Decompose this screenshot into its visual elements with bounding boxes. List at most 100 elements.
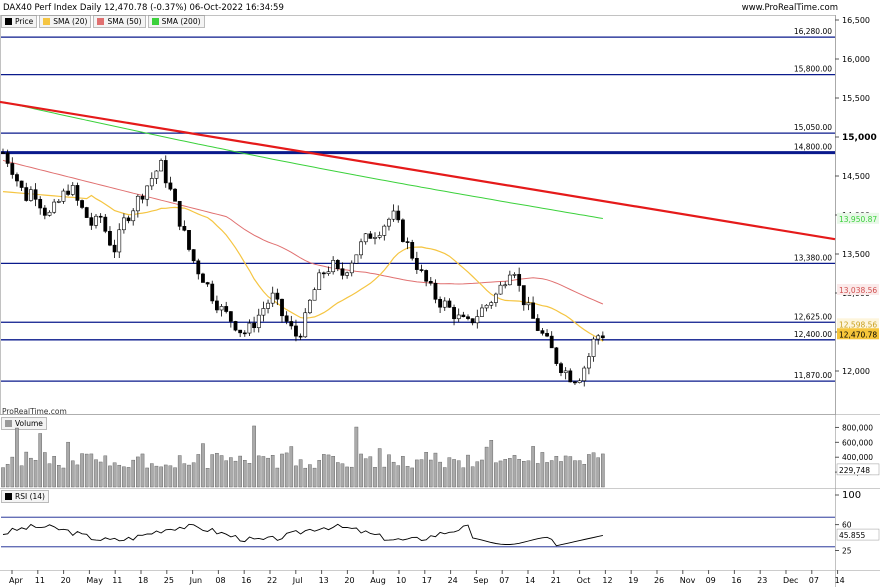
volume-bar (70, 460, 75, 488)
price-tick-label: 12,000 (842, 367, 870, 376)
volume-tag[interactable]: Volume (1, 417, 47, 430)
volume-bar (354, 426, 359, 488)
volume-bar (266, 457, 270, 488)
volume-bar (238, 455, 242, 488)
candle-body (238, 329, 243, 334)
candle-body (103, 216, 108, 232)
sma20-line (2, 191, 604, 342)
candle-body (168, 182, 173, 190)
candle-body (108, 231, 112, 246)
sma20-value-bg (837, 318, 879, 330)
level-label: 12,625.00 (794, 312, 832, 321)
candle-body (224, 306, 229, 312)
candle-body (42, 207, 47, 216)
sma200-value-bg (837, 212, 879, 224)
candle-body (461, 314, 466, 318)
volume-bar (373, 467, 377, 488)
volume-bar (526, 460, 531, 488)
candle-body (438, 298, 443, 308)
candle-body (247, 322, 252, 334)
price-tick-label: 15,500 (842, 94, 870, 103)
volume-bar (303, 467, 308, 488)
volume-bar (396, 465, 401, 488)
volume-bar (456, 460, 461, 488)
candle-body (187, 230, 191, 250)
x-tick-label: 12 (602, 576, 612, 585)
rsi-tag[interactable]: RSI (14) (1, 490, 49, 503)
candle-body (215, 300, 219, 311)
candle-body (387, 218, 391, 227)
volume-bar (10, 456, 15, 488)
candle-body (154, 170, 159, 179)
candle-body (117, 229, 122, 253)
x-tick-label: Sep (473, 576, 488, 585)
candle-body (382, 225, 387, 236)
volume-bar (66, 441, 70, 488)
volume-bar (280, 453, 284, 488)
x-tick-label: 17 (422, 576, 432, 585)
volume-bar (480, 459, 484, 488)
volume-last-bg (836, 463, 880, 476)
candle-body (182, 226, 187, 231)
candle-body (312, 289, 317, 301)
level-label: 15,800.00 (794, 65, 832, 74)
candle-body (359, 241, 363, 256)
candle-body (331, 260, 336, 273)
volume-bar (159, 466, 163, 488)
x-tick-label: 24 (448, 576, 458, 585)
volume-bar (52, 456, 56, 488)
x-tick-label: 22 (267, 576, 277, 585)
candle-body (400, 219, 405, 242)
candle-body (196, 260, 201, 275)
candle-body (428, 280, 433, 284)
volume-bar (168, 465, 173, 488)
candle-body (489, 302, 494, 306)
volume-bar (419, 459, 424, 488)
candle-body (517, 274, 522, 286)
price-panel-frame (0, 15, 836, 415)
candle-body (256, 314, 261, 329)
candle-body (84, 207, 89, 218)
last-price-value: 12,470.78 (839, 330, 877, 339)
candle-body (577, 380, 582, 384)
candle-body (354, 254, 359, 264)
volume-bar (242, 460, 247, 488)
candle-body (540, 330, 545, 334)
candle-body (19, 180, 24, 188)
volume-bar (84, 453, 89, 488)
volume-bar (475, 461, 480, 488)
volume-tick-label: 400,000 (842, 453, 873, 462)
x-tick-label: 25 (164, 576, 174, 585)
candle-body (373, 237, 377, 239)
candle-body (280, 298, 284, 317)
volume-bar (447, 457, 452, 488)
candle-body (484, 304, 489, 309)
volume-bar (545, 462, 549, 488)
candle-body (368, 233, 373, 239)
rsi-tick-label: 60 (842, 521, 852, 530)
candle-body (228, 311, 233, 322)
candle-body (521, 285, 526, 306)
candle-body (591, 338, 596, 357)
volume-bar (577, 460, 582, 488)
volume-bar (224, 460, 229, 488)
volume-bar (5, 464, 10, 488)
volume-bar (410, 467, 415, 488)
volume-bar (401, 456, 405, 488)
candle-body (326, 271, 331, 274)
candle-body (410, 242, 415, 259)
x-tick-label: 09 (706, 576, 716, 585)
volume-bar (173, 467, 177, 488)
candle-body (201, 273, 205, 283)
volume-bar (559, 461, 563, 488)
volume-bar (154, 465, 159, 488)
chart-title: DAX40 Perf Index Daily 12,470.78 (-0.37%… (3, 3, 284, 13)
price-tick-label: 16,000 (842, 55, 870, 64)
rsi-tick-label: 25 (842, 547, 852, 556)
candle-body (503, 284, 508, 287)
volume-bar (308, 464, 312, 488)
volume-bar (368, 456, 373, 488)
volume-bar (210, 454, 215, 488)
volume-bar (359, 453, 363, 488)
